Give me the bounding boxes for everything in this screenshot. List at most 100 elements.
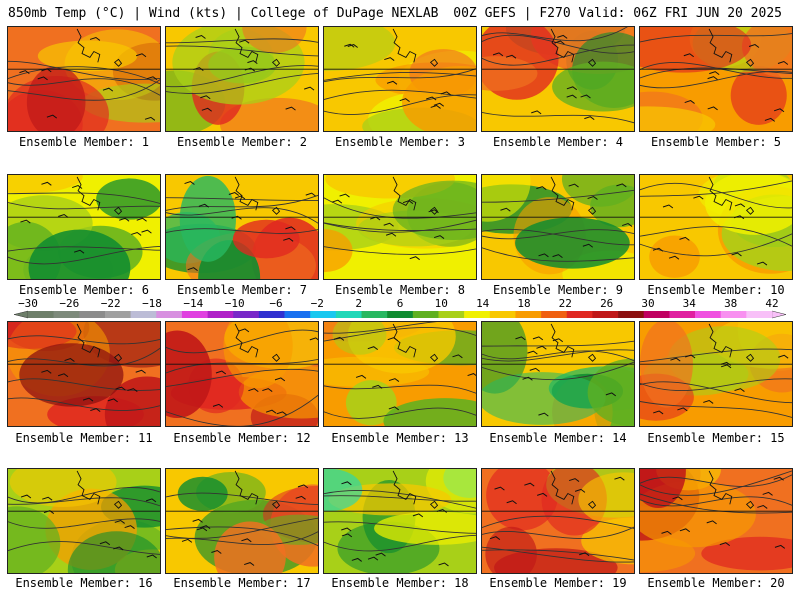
ensemble-map-panel — [639, 321, 793, 427]
ensemble-map-panel — [481, 468, 635, 574]
ensemble-map-panel — [481, 174, 635, 280]
temperature-field-map — [8, 27, 160, 131]
temperature-colorbar: −30 −26 −22 −18 −14 −10 −6 −2 2 6 10 14 18 22 26 30 34 38… — [13, 297, 787, 319]
ensemble-map-panel — [639, 26, 793, 132]
chart-title-left: 850mb Temp (°C) | Wind (kts) | College o… — [8, 6, 439, 21]
temperature-field-map — [166, 27, 318, 131]
colorbar-swatch — [412, 311, 439, 318]
temperature-field-map — [166, 322, 318, 426]
colorbar-swatch — [335, 311, 362, 318]
ensemble-member-label: Ensemble Member: 14 — [489, 431, 627, 445]
colorbar-max-arrow — [771, 310, 787, 319]
temperature-field-map — [166, 469, 318, 573]
temperature-field-map — [324, 322, 476, 426]
ensemble-map-panel — [639, 468, 793, 574]
colorbar-swatch — [207, 311, 234, 318]
temperature-field-map — [640, 175, 792, 279]
temperature-field-map — [324, 27, 476, 131]
temperature-field-map — [482, 469, 634, 573]
colorbar-swatch — [541, 311, 568, 318]
ensemble-member-label: Ensemble Member: 20 — [647, 576, 785, 590]
colorbar-tick-label: −26 — [59, 297, 79, 310]
ensemble-map-panel — [481, 26, 635, 132]
colorbar-swatch — [361, 311, 388, 318]
ensemble-member-label: Ensemble Member: 2 — [176, 135, 308, 149]
temperature-field-map — [482, 175, 634, 279]
colorbar-swatch — [695, 311, 721, 318]
temperature-field-map — [482, 27, 634, 131]
ensemble-member-label: Ensemble Member: 3 — [334, 135, 466, 149]
colorbar-swatch — [746, 311, 773, 318]
colorbar-tick-label: 22 — [559, 297, 572, 310]
ensemble-map-panel — [323, 468, 477, 574]
colorbar-swatch — [233, 311, 260, 318]
ensemble-map-panel — [323, 174, 477, 280]
colorbar-tick-label: 42 — [765, 297, 778, 310]
colorbar-tick-label: 6 — [397, 297, 404, 310]
colorbar-tick-label: 10 — [435, 297, 448, 310]
colorbar-swatch — [104, 311, 131, 318]
colorbar-tick-label: −22 — [101, 297, 121, 310]
ensemble-map-panel — [323, 321, 477, 427]
temperature-field-map — [8, 469, 160, 573]
chart-title-right: 00Z GEFS | F270 Valid: 06Z FRI JUN 20 20… — [453, 6, 782, 21]
ensemble-map-panel — [165, 321, 319, 427]
ensemble-member-label: Ensemble Member: 9 — [492, 283, 624, 297]
temperature-field-map — [324, 175, 476, 279]
ensemble-map-panel — [7, 321, 161, 427]
temperature-field-map — [482, 322, 634, 426]
colorbar-swatch — [489, 311, 516, 318]
ensemble-member-label: Ensemble Member: 19 — [489, 576, 627, 590]
ensemble-member-label: Ensemble Member: 11 — [15, 431, 153, 445]
ensemble-member-label: Ensemble Member: 18 — [331, 576, 469, 590]
temperature-field-map — [640, 27, 792, 131]
colorbar-swatch — [258, 311, 285, 318]
ensemble-map-panel — [165, 468, 319, 574]
temperature-field-map — [166, 175, 318, 279]
colorbar-swatch — [438, 311, 465, 318]
colorbar-tick-label: 30 — [641, 297, 654, 310]
colorbar-min-arrow — [13, 310, 29, 319]
colorbar-swatch — [28, 311, 54, 318]
ensemble-map-panel — [7, 174, 161, 280]
ensemble-member-label: Ensemble Member: 4 — [492, 135, 624, 149]
temperature-field-map — [640, 322, 792, 426]
ensemble-map-panel — [7, 26, 161, 132]
temperature-field-map — [8, 322, 160, 426]
colorbar-swatch — [515, 311, 542, 318]
colorbar-swatch — [592, 311, 619, 318]
colorbar-swatch — [720, 311, 747, 318]
colorbar-tick-label: −6 — [269, 297, 282, 310]
colorbar-swatch — [284, 311, 311, 318]
ensemble-member-label: Ensemble Member: 15 — [647, 431, 785, 445]
ensemble-member-label: Ensemble Member: 13 — [331, 431, 469, 445]
temperature-field-map — [8, 175, 160, 279]
ensemble-member-label: Ensemble Member: 17 — [173, 576, 311, 590]
colorbar-tick-label: 34 — [683, 297, 697, 310]
ensemble-map-panel — [323, 26, 477, 132]
colorbar-tick-label: 14 — [476, 297, 490, 310]
ensemble-map-panel — [481, 321, 635, 427]
colorbar-swatch — [181, 311, 208, 318]
colorbar-tick-label: −18 — [142, 297, 162, 310]
colorbar-swatch — [643, 311, 670, 318]
temperature-field-map — [324, 469, 476, 573]
colorbar-tick-label: −30 — [18, 297, 38, 310]
colorbar-tick-label: −2 — [311, 297, 324, 310]
colorbar-tick-label: 2 — [355, 297, 362, 310]
ensemble-map-panel — [165, 174, 319, 280]
ensemble-map-panel — [7, 468, 161, 574]
colorbar-swatch — [669, 311, 696, 318]
colorbar-swatch — [310, 311, 337, 318]
ensemble-member-label: Ensemble Member: 16 — [15, 576, 153, 590]
colorbar-swatch — [618, 311, 645, 318]
colorbar-swatch — [387, 311, 414, 318]
ensemble-member-label: Ensemble Member: 10 — [647, 283, 785, 297]
colorbar-swatch — [53, 311, 80, 318]
colorbar-tick-label: −14 — [183, 297, 203, 310]
ensemble-map-panel — [165, 26, 319, 132]
colorbar-tick-label: −10 — [225, 297, 245, 310]
temperature-field-map — [640, 469, 792, 573]
ensemble-member-label: Ensemble Member: 8 — [334, 283, 466, 297]
colorbar-swatch — [464, 311, 491, 318]
